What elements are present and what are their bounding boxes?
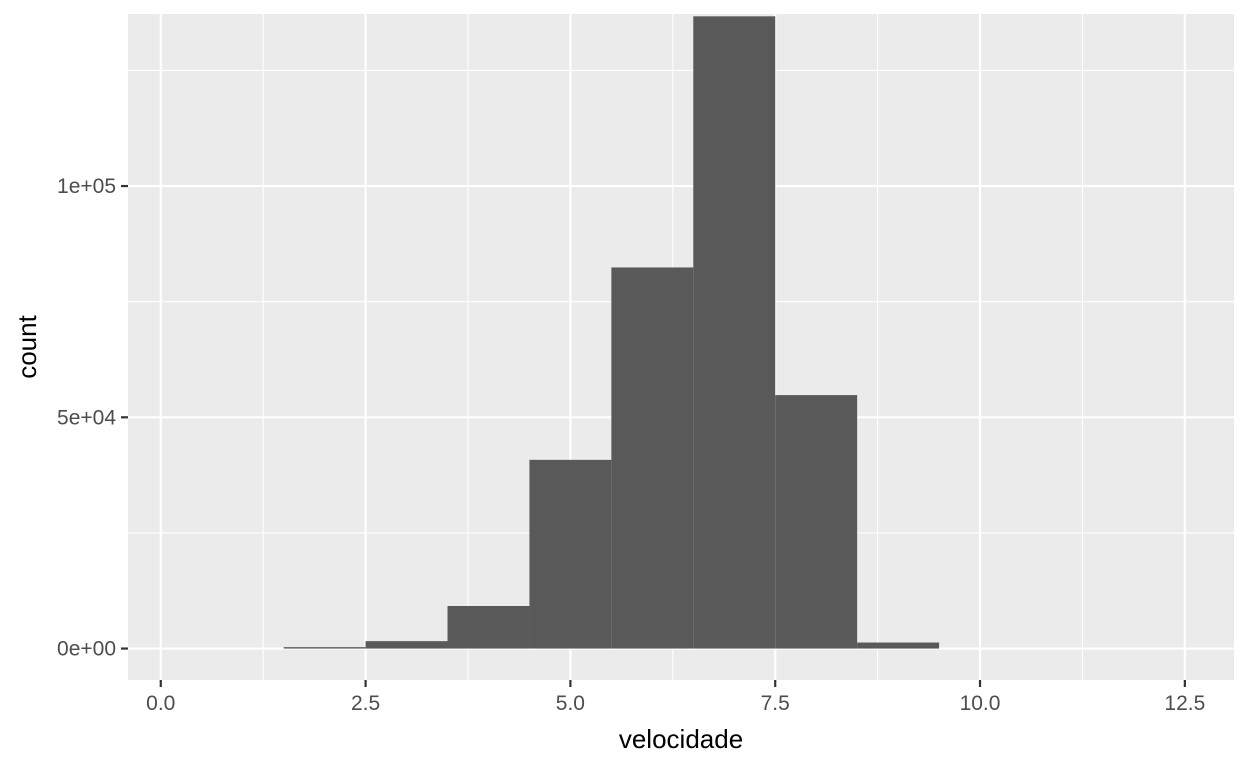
histogram-bar xyxy=(611,267,694,649)
histogram-bar xyxy=(283,647,366,649)
y-tick-label: 0e+00 xyxy=(57,638,116,661)
x-axis-title: velocidade xyxy=(619,724,743,754)
y-tick-label: 1e+05 xyxy=(57,175,116,198)
histogram-bar xyxy=(857,642,940,649)
y-axis-title: count xyxy=(12,314,42,378)
histogram-bar xyxy=(447,606,530,649)
y-axis: 0e+00 5e+04 1e+05 xyxy=(57,175,128,661)
histogram-bar xyxy=(775,395,858,649)
histogram-bar xyxy=(529,459,612,649)
x-tick-label: 10.0 xyxy=(960,692,1001,715)
x-tick-label: 5.0 xyxy=(556,692,585,715)
histogram-bar xyxy=(365,641,448,649)
y-tick-label: 5e+04 xyxy=(57,406,116,429)
x-axis: 0.0 2.5 5.0 7.5 10.0 12.5 xyxy=(146,680,1205,715)
x-tick-label: 7.5 xyxy=(761,692,790,715)
histogram-bars xyxy=(283,16,940,649)
x-tick-label: 2.5 xyxy=(351,692,380,715)
histogram-bar xyxy=(693,16,776,649)
x-tick-label: 12.5 xyxy=(1164,692,1205,715)
x-tick-label: 0.0 xyxy=(146,692,175,715)
